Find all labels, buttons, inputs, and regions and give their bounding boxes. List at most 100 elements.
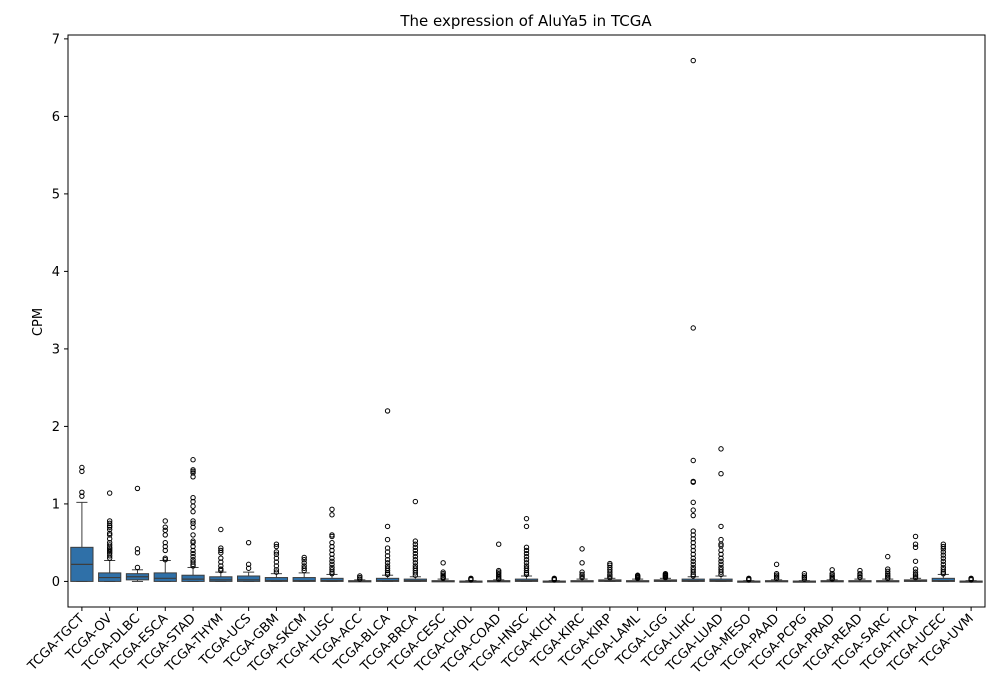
outlier-point xyxy=(940,570,947,577)
outlier-point xyxy=(384,523,391,530)
outlier-point xyxy=(940,555,947,561)
outlier-point xyxy=(690,528,696,534)
outlier-point xyxy=(718,470,724,477)
outlier-point xyxy=(829,567,835,573)
box xyxy=(153,572,177,582)
outlier-point xyxy=(496,541,502,547)
outlier-point xyxy=(412,557,419,563)
outlier-point xyxy=(190,532,196,538)
outlier-point xyxy=(690,457,696,464)
outlier-point xyxy=(690,561,696,568)
outlier-point xyxy=(301,554,307,561)
outlier-point xyxy=(412,498,419,505)
outlier-point xyxy=(245,565,252,571)
outlier-point xyxy=(940,549,947,555)
outlier-point xyxy=(690,512,696,519)
outlier-point xyxy=(190,553,196,560)
y-tick-label: 6 xyxy=(52,110,60,125)
outlier-point xyxy=(718,551,724,557)
outlier-point xyxy=(190,547,196,554)
outlier-point xyxy=(940,552,947,558)
outlier-point xyxy=(885,575,891,582)
outlier-point xyxy=(857,574,863,581)
outlier-point xyxy=(190,550,196,557)
y-tick-label: 3 xyxy=(52,342,60,357)
outlier-point xyxy=(718,446,724,452)
outlier-point xyxy=(690,551,696,557)
outlier-point xyxy=(301,557,307,563)
outlier-point xyxy=(718,536,724,543)
outlier-point xyxy=(106,553,113,559)
outlier-point xyxy=(690,543,696,550)
outlier-point xyxy=(801,570,808,577)
outlier-point xyxy=(940,543,947,550)
outlier-point xyxy=(912,544,919,551)
outlier-point xyxy=(162,527,168,533)
outlier-point xyxy=(912,541,919,547)
outlier-point xyxy=(190,503,196,509)
outlier-point xyxy=(162,547,168,554)
outlier-point xyxy=(468,577,474,583)
outlier-point xyxy=(412,538,419,544)
outlier-point xyxy=(690,479,696,485)
outlier-point xyxy=(412,553,419,560)
outlier-point xyxy=(273,563,280,569)
outlier-point xyxy=(968,577,974,583)
box xyxy=(320,577,344,582)
outlier-point xyxy=(190,559,196,565)
outlier-point xyxy=(523,560,530,566)
outlier-point xyxy=(384,545,391,551)
outlier-point xyxy=(718,558,724,564)
outlier-point xyxy=(273,569,280,575)
outlier-point xyxy=(218,550,224,556)
outlier-point xyxy=(912,569,919,575)
outlier-point xyxy=(773,561,780,568)
outlier-point xyxy=(384,536,391,543)
outlier-point xyxy=(912,566,919,572)
outlier-point xyxy=(885,553,891,560)
outlier-point xyxy=(384,408,391,414)
outlier-point xyxy=(190,457,196,463)
outlier-point xyxy=(412,544,419,551)
box xyxy=(237,575,261,582)
outlier-point xyxy=(106,526,113,533)
outlier-point xyxy=(273,541,280,547)
plot-frame xyxy=(67,34,986,608)
outlier-point xyxy=(662,574,669,581)
outlier-point xyxy=(218,547,224,554)
outlier-point xyxy=(273,543,280,550)
outlier-point xyxy=(412,547,419,554)
outlier-point xyxy=(551,577,557,583)
outlier-point xyxy=(412,570,419,576)
outlier-point xyxy=(162,539,168,546)
outlier-point xyxy=(273,549,280,555)
outlier-point xyxy=(523,544,530,551)
outlier-point xyxy=(218,555,224,561)
outlier-point xyxy=(301,567,307,574)
box xyxy=(931,577,955,582)
outlier-point xyxy=(301,565,307,571)
outlier-point xyxy=(690,499,696,506)
outlier-point xyxy=(579,560,585,566)
outlier-point xyxy=(690,539,696,546)
outlier-point xyxy=(496,576,502,582)
outlier-point xyxy=(384,560,391,566)
outlier-point xyxy=(940,546,947,552)
outlier-point xyxy=(273,555,280,561)
outlier-point xyxy=(384,549,391,555)
outlier-point xyxy=(940,561,947,568)
outlier-point xyxy=(329,561,335,568)
outlier-point xyxy=(718,571,724,578)
outlier-point xyxy=(357,576,363,582)
outlier-point xyxy=(634,575,641,582)
outlier-point xyxy=(190,520,196,526)
box xyxy=(292,577,316,582)
outlier-point xyxy=(329,570,335,577)
outlier-point xyxy=(190,539,196,546)
box xyxy=(181,574,205,582)
outlier-point xyxy=(106,532,113,538)
outlier-point xyxy=(690,536,696,542)
outlier-point xyxy=(134,564,141,571)
plot-area: 01234567TCGA-TGCTTCGA-OVTCGA-DLBCTCGA-ES… xyxy=(24,32,983,677)
